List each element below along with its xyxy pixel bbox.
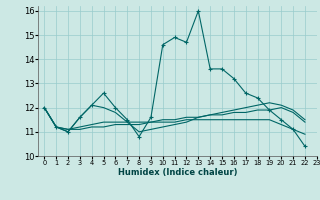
X-axis label: Humidex (Indice chaleur): Humidex (Indice chaleur)	[118, 168, 237, 177]
